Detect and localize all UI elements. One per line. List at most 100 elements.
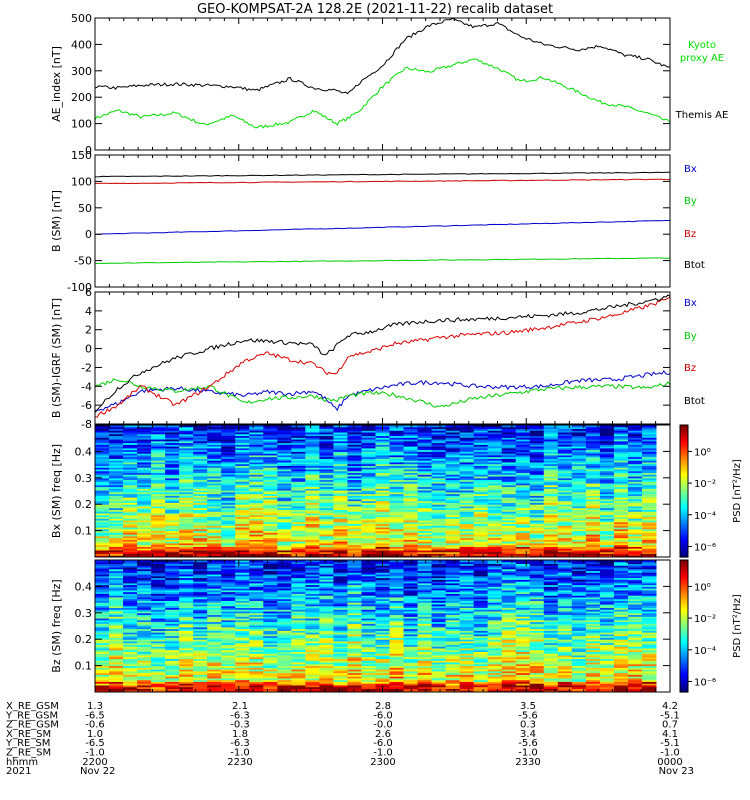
panel-1: 0 100 200 300 400 500 AE_index [nT]: [50, 12, 671, 157]
legend-label: By: [684, 196, 697, 207]
colorbar-tick-label: 10⁰: [694, 582, 711, 593]
y-tick-label: 0.1: [75, 525, 93, 538]
legend-label: Bz: [684, 363, 696, 374]
axis-table-value: -0.3: [230, 720, 250, 731]
axis-table-value: 1.8: [232, 729, 248, 740]
axis-table-value: 2.6: [375, 729, 391, 740]
axis-table-row-label: Z_RE_SM: [6, 748, 51, 759]
axis-table-value: Nov 23: [659, 766, 694, 777]
axis-table-value: -1.0: [85, 748, 105, 759]
axis-table-value: 0.3: [520, 720, 536, 731]
y-tick-label: 0: [85, 144, 92, 157]
axis-table-value: -6.3: [230, 738, 250, 749]
y-tick-label: 200: [71, 91, 92, 104]
legend-label: Bx: [684, 164, 697, 175]
y-tick-label: 0.3: [75, 472, 93, 485]
panel-3: -8 -6 -4 -2 0 2 4 6 B (SM)-IGRF (SM) [nT]: [50, 286, 671, 431]
y-tick-label: 4: [85, 305, 92, 318]
series-line-bx: [94, 220, 670, 235]
y-tick-label: 100: [71, 175, 92, 188]
y-tick-label: 300: [71, 65, 92, 78]
axis-table-row-label: hhmm: [6, 757, 38, 768]
panel-2: -100 -50 0 50 100 150 B (SM) [nT]: [50, 149, 671, 294]
axis-table-value: 3.5: [520, 701, 536, 712]
y-axis-label: B (SM) [nT]: [50, 190, 63, 252]
legend-label: Btot: [684, 260, 705, 271]
y-tick-label: -6: [81, 399, 92, 412]
y-axis-label: Bx (SM) freq [Hz]: [50, 444, 63, 538]
y-tick-label: 0.4: [75, 445, 93, 458]
y-tick-label: -100: [67, 281, 92, 294]
y-tick-label: 0: [85, 343, 92, 356]
legend-label: Bz: [684, 229, 696, 240]
series-line-bz: [94, 296, 671, 418]
axis-table-value: 2200: [82, 757, 107, 768]
axis-table-value: 0000: [657, 757, 682, 768]
y-tick-label: -4: [81, 380, 92, 393]
colorbar-tick-label: 10⁰: [694, 447, 711, 458]
series-line-kyoto-proxy-ae: [94, 58, 671, 129]
chart-title: GEO-KOMPSAT-2A 128.2E (2021-11-22) recal…: [197, 2, 553, 17]
y-axis-label: B (SM)-IGRF (SM) [nT]: [50, 298, 63, 418]
axis-table-value: 4.1: [662, 729, 678, 740]
series-line-btot: [94, 294, 671, 413]
axis-table-row-label: 2021: [6, 766, 31, 777]
axis-table-row-label: X_RE_GSM: [6, 701, 59, 712]
legend-label: proxy AE: [680, 53, 724, 64]
y-axis-label: Bz (SM) freq [Hz]: [50, 579, 63, 672]
axis-table-value: 1.0: [87, 729, 103, 740]
plot-area: 0 100 200 300 400 500 AE_index [nT] -100 -50 0 50 1…: [50, 12, 743, 693]
y-tick-label: 0.4: [75, 580, 93, 593]
axis-table-value: -0.6: [85, 720, 105, 731]
axis-table-value: 2230: [227, 757, 252, 768]
axis-table-value: -0.0: [373, 720, 393, 731]
y-tick-label: 100: [71, 118, 92, 131]
axis-table-row-label: Z_RE_GSM: [6, 720, 59, 731]
spectrogram-bz: 0.1 0.2 0.3 0.4 Bz (SM) freq [Hz]: [50, 559, 671, 693]
axis-table-value: 2330: [515, 757, 540, 768]
legend-label: By: [684, 331, 697, 342]
axis-table-value: 0.7: [662, 720, 678, 731]
y-axis-label: AE_index [nT]: [50, 46, 63, 122]
axis-table-value: -5.1: [660, 738, 680, 749]
axis-table-row-label: Y_RE_GSM: [5, 710, 58, 721]
axis-table-value: -6.0: [373, 738, 393, 749]
series-line-by: [94, 257, 671, 265]
y-tick-label: 0: [85, 228, 92, 241]
legend-label: Bx: [684, 298, 697, 309]
colorbar-tick-label: 10⁻⁴: [694, 646, 716, 657]
y-tick-label: -8: [81, 418, 92, 431]
axis-table-value: -1.0: [373, 748, 393, 759]
y-tick-label: 400: [71, 38, 92, 51]
y-tick-label: 2: [85, 324, 92, 337]
y-tick-label: -50: [74, 255, 92, 268]
y-tick-label: 150: [71, 149, 92, 162]
axis-table-value: -1.0: [518, 748, 538, 759]
colorbar-tick-label: 10⁻²: [694, 614, 716, 625]
colorbar-tick-label: 10⁻⁶: [694, 542, 716, 553]
colorbar-tick-label: 10⁻⁶: [694, 677, 716, 688]
colorbar: 10⁰ 10⁻² 10⁻⁴ 10⁻⁶ PSD [nT²/Hz]: [679, 424, 743, 558]
axis-table-value: 2.1: [232, 701, 248, 712]
axis-table-value: 2.8: [375, 701, 391, 712]
x-axis-ephemeris-table: X_RE_GSMY_RE_GSMZ_RE_GSMX_RE_SMY_RE_SMZ_…: [5, 701, 694, 777]
axis-table-value: -5.6: [518, 710, 538, 721]
series-line-bz: [94, 178, 671, 185]
colorbar-label: PSD [nT²/Hz]: [732, 594, 743, 658]
y-tick-label: 0.2: [75, 633, 93, 646]
y-tick-label: 50: [78, 202, 92, 215]
axis-table-value: 2300: [370, 757, 395, 768]
spectrogram-bx: 0.1 0.2 0.3 0.4 Bx (SM) freq [Hz]: [50, 424, 671, 558]
colorbar-label: PSD [nT²/Hz]: [732, 459, 743, 523]
legend-label: Themis AE: [675, 110, 729, 121]
legend-label: Kyoto: [688, 40, 716, 51]
series-line-bx: [94, 370, 671, 412]
y-tick-label: 6: [85, 286, 92, 299]
legend-label: Btot: [684, 396, 705, 407]
series-line-by: [94, 378, 671, 408]
axis-table-value: -1.0: [230, 748, 250, 759]
axis-table-value: -5.1: [660, 710, 680, 721]
axis-table-value: 3.4: [520, 729, 536, 740]
colorbar: 10⁰ 10⁻² 10⁻⁴ 10⁻⁶ PSD [nT²/Hz]: [679, 559, 743, 693]
